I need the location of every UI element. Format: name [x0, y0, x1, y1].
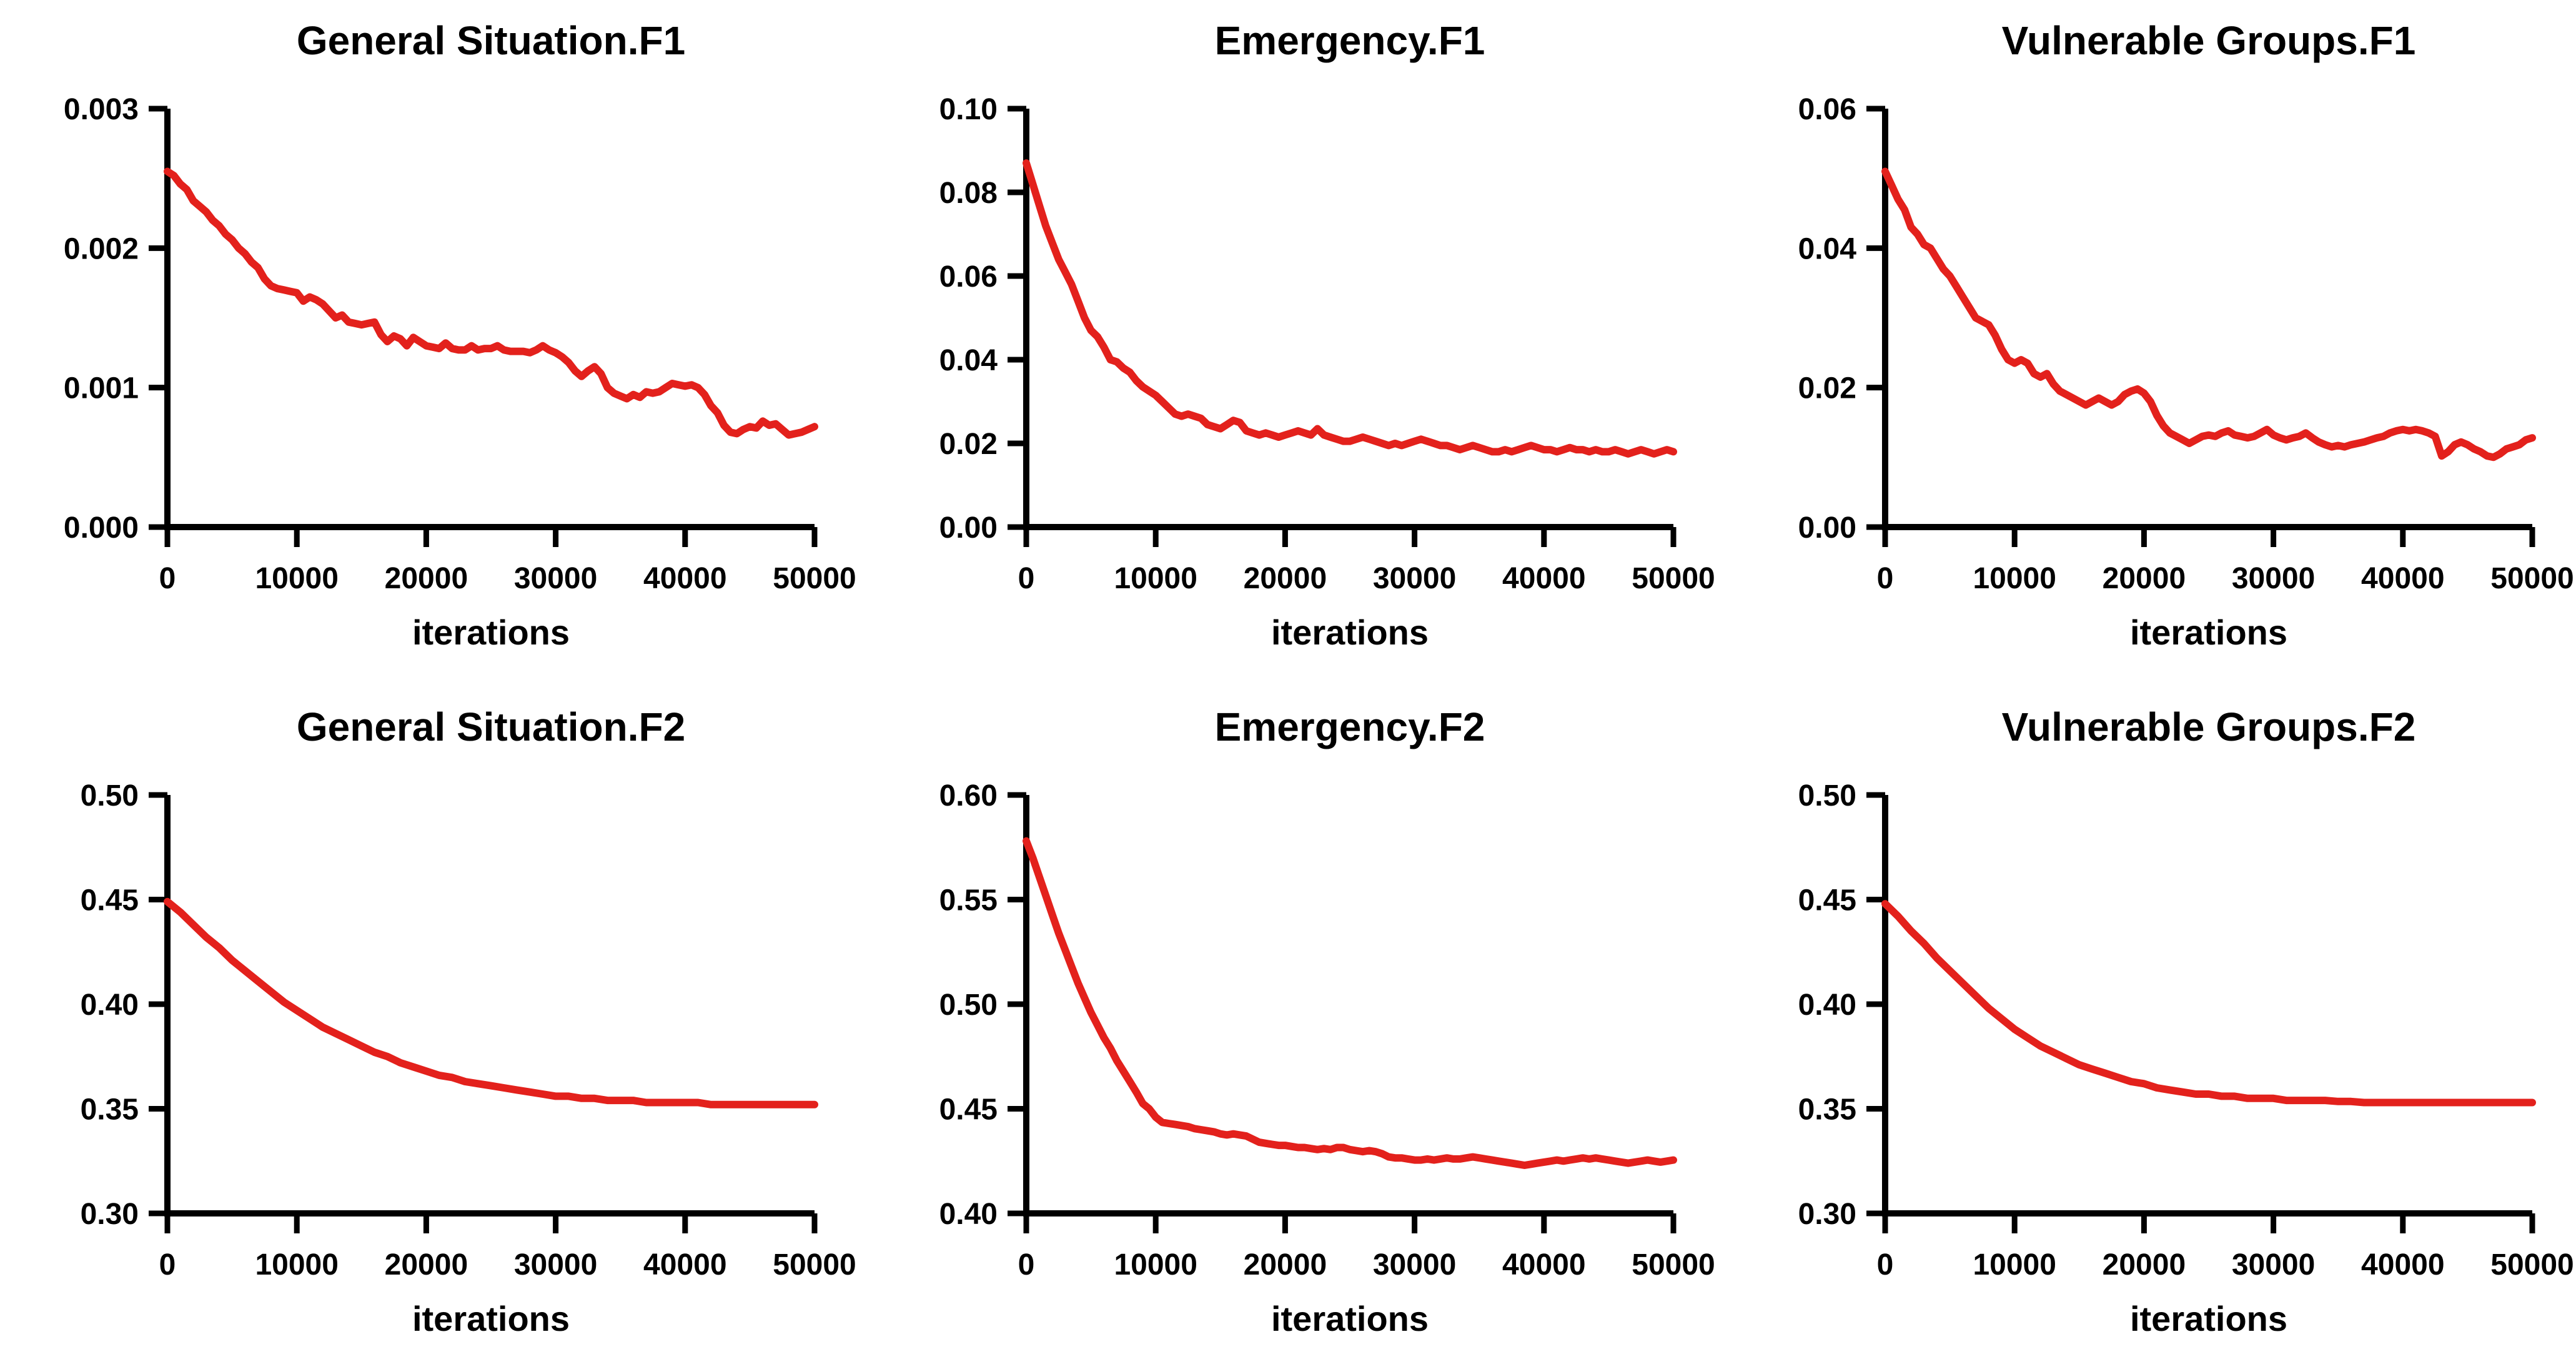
x-axis-title: iterations	[412, 613, 570, 652]
x-tick-label: 30000	[514, 562, 597, 595]
x-tick-label: 40000	[643, 1248, 726, 1281]
x-tick-label: 10000	[1114, 562, 1197, 595]
x-tick-label: 0	[159, 562, 176, 595]
x-tick-label: 30000	[1373, 1248, 1456, 1281]
x-tick-label: 10000	[1114, 1248, 1197, 1281]
chart-title: Vulnerable Groups.F2	[2001, 704, 2415, 749]
x-tick-label: 10000	[255, 1248, 339, 1281]
x-tick-label: 20000	[2102, 562, 2185, 595]
y-tick-label: 0.00	[939, 511, 998, 545]
chart-title: General Situation.F1	[297, 18, 685, 63]
x-axis-title: iterations	[412, 1299, 570, 1338]
x-tick-label: 20000	[1244, 1248, 1327, 1281]
x-tick-label: 10000	[1973, 562, 2056, 595]
loss-curve	[1881, 167, 2536, 461]
y-tick-label: 0.55	[939, 884, 998, 917]
y-tick-label: 0.50	[81, 779, 139, 812]
x-tick-label: 30000	[1373, 562, 1456, 595]
x-tick-label: 50000	[1632, 1248, 1715, 1281]
x-tick-label: 50000	[2490, 562, 2574, 595]
y-tick-label: 0.30	[81, 1198, 139, 1231]
x-tick-label: 20000	[385, 1248, 468, 1281]
y-tick-label: 0.45	[81, 884, 139, 917]
x-tick-label: 20000	[385, 562, 468, 595]
x-tick-label: 0	[1876, 1248, 1893, 1281]
x-tick-label: 50000	[1632, 562, 1715, 595]
y-tick-label: 0.40	[1798, 989, 1856, 1022]
chart-canvas-emergency-f1: Emergency.F1 iterations 0.00 0.02 0.04 0.06…	[939, 18, 1715, 652]
y-tick-label: 0.50	[1798, 779, 1856, 812]
x-tick-label: 10000	[255, 562, 339, 595]
x-tick-label: 0	[1018, 1248, 1035, 1281]
y-tick-label: 0.60	[939, 779, 998, 812]
x-tick-label: 40000	[2361, 1248, 2444, 1281]
y-tick-label: 0.40	[81, 989, 139, 1022]
loss-curve	[164, 897, 819, 1108]
x-tick-label: 0	[159, 1248, 176, 1281]
chart-canvas-emergency-f2: Emergency.F2 iterations 0.40 0.45 0.50 0.55…	[939, 704, 1715, 1338]
chart-title: Emergency.F2	[1215, 704, 1485, 749]
x-tick-label: 20000	[2102, 1248, 2185, 1281]
y-tick-label: 0.002	[64, 233, 139, 266]
y-tick-label: 0.04	[1798, 233, 1856, 266]
y-tick-label: 0.04	[939, 344, 998, 377]
y-tick-label: 0.06	[939, 260, 998, 294]
chart-canvas-vulnerable-groups-f2: Vulnerable Groups.F2 iterations 0.30 0.35…	[1798, 704, 2574, 1338]
x-tick-label: 20000	[1244, 562, 1327, 595]
y-tick-label: 0.40	[939, 1198, 998, 1231]
y-tick-label: 0.06	[1798, 93, 1856, 126]
x-tick-label: 30000	[2232, 562, 2315, 595]
x-tick-label: 50000	[773, 562, 856, 595]
chart-canvas-vulnerable-groups-f1: Vulnerable Groups.F1 iterations 0.00 0.02…	[1798, 18, 2574, 652]
y-tick-label: 0.50	[939, 989, 998, 1022]
loss-curve	[164, 167, 819, 439]
chart-canvas-general-situation-f1: General Situation.F1 iterations 0.000 0.0…	[64, 18, 856, 652]
y-tick-label: 0.08	[939, 177, 998, 210]
y-tick-label: 0.45	[939, 1093, 998, 1126]
y-tick-label: 0.35	[1798, 1093, 1856, 1126]
x-tick-label: 50000	[773, 1248, 856, 1281]
chart-title: General Situation.F2	[297, 704, 685, 749]
chart-emergency-f2: Emergency.F2 iterations 0.40 0.45 0.50 0.55…	[859, 692, 1717, 1366]
x-tick-label: 30000	[514, 1248, 597, 1281]
x-tick-label: 0	[1018, 562, 1035, 595]
y-tick-label: 0.000	[64, 511, 139, 545]
x-tick-label: 0	[1876, 562, 1893, 595]
x-axis-title: iterations	[2130, 1299, 2287, 1338]
x-axis-title: iterations	[1271, 613, 1429, 652]
chart-general-situation-f1: General Situation.F1 iterations 0.000 0.0…	[0, 6, 858, 680]
y-tick-label: 0.10	[939, 93, 998, 126]
x-axis-title: iterations	[2130, 613, 2287, 652]
chart-vulnerable-groups-f2: Vulnerable Groups.F2 iterations 0.30 0.35…	[1718, 692, 2576, 1366]
chart-emergency-f1: Emergency.F1 iterations 0.00 0.02 0.04 0.06…	[859, 6, 1717, 680]
loss-curve	[1881, 899, 2536, 1107]
axis-spines	[1023, 109, 1673, 531]
chart-vulnerable-groups-f1: Vulnerable Groups.F1 iterations 0.00 0.02…	[1718, 6, 2576, 680]
x-tick-label: 40000	[643, 562, 726, 595]
x-axis-title: iterations	[1271, 1299, 1429, 1338]
y-tick-label: 0.45	[1798, 884, 1856, 917]
loss-curve	[1022, 837, 1677, 1169]
x-tick-label: 40000	[2361, 562, 2444, 595]
axis-spines	[164, 109, 815, 531]
x-tick-label: 40000	[1502, 1248, 1585, 1281]
y-tick-label: 0.003	[64, 93, 139, 126]
chart-title: Vulnerable Groups.F1	[2001, 18, 2415, 63]
chart-title: Emergency.F1	[1215, 18, 1485, 63]
y-tick-label: 0.001	[64, 372, 139, 405]
chart-canvas-general-situation-f2: General Situation.F2 iterations 0.30 0.35…	[81, 704, 856, 1338]
y-tick-label: 0.02	[939, 428, 998, 461]
x-tick-label: 10000	[1973, 1248, 2056, 1281]
y-tick-label: 0.02	[1798, 372, 1856, 405]
x-tick-label: 50000	[2490, 1248, 2574, 1281]
y-tick-label: 0.00	[1798, 511, 1856, 545]
x-tick-label: 40000	[1502, 562, 1585, 595]
y-tick-label: 0.35	[81, 1093, 139, 1126]
x-tick-label: 30000	[2232, 1248, 2315, 1281]
chart-general-situation-f2: General Situation.F2 iterations 0.30 0.35…	[0, 692, 858, 1366]
y-tick-label: 0.30	[1798, 1198, 1856, 1231]
axis-spines	[164, 794, 815, 1217]
loss-curve	[1022, 159, 1677, 458]
